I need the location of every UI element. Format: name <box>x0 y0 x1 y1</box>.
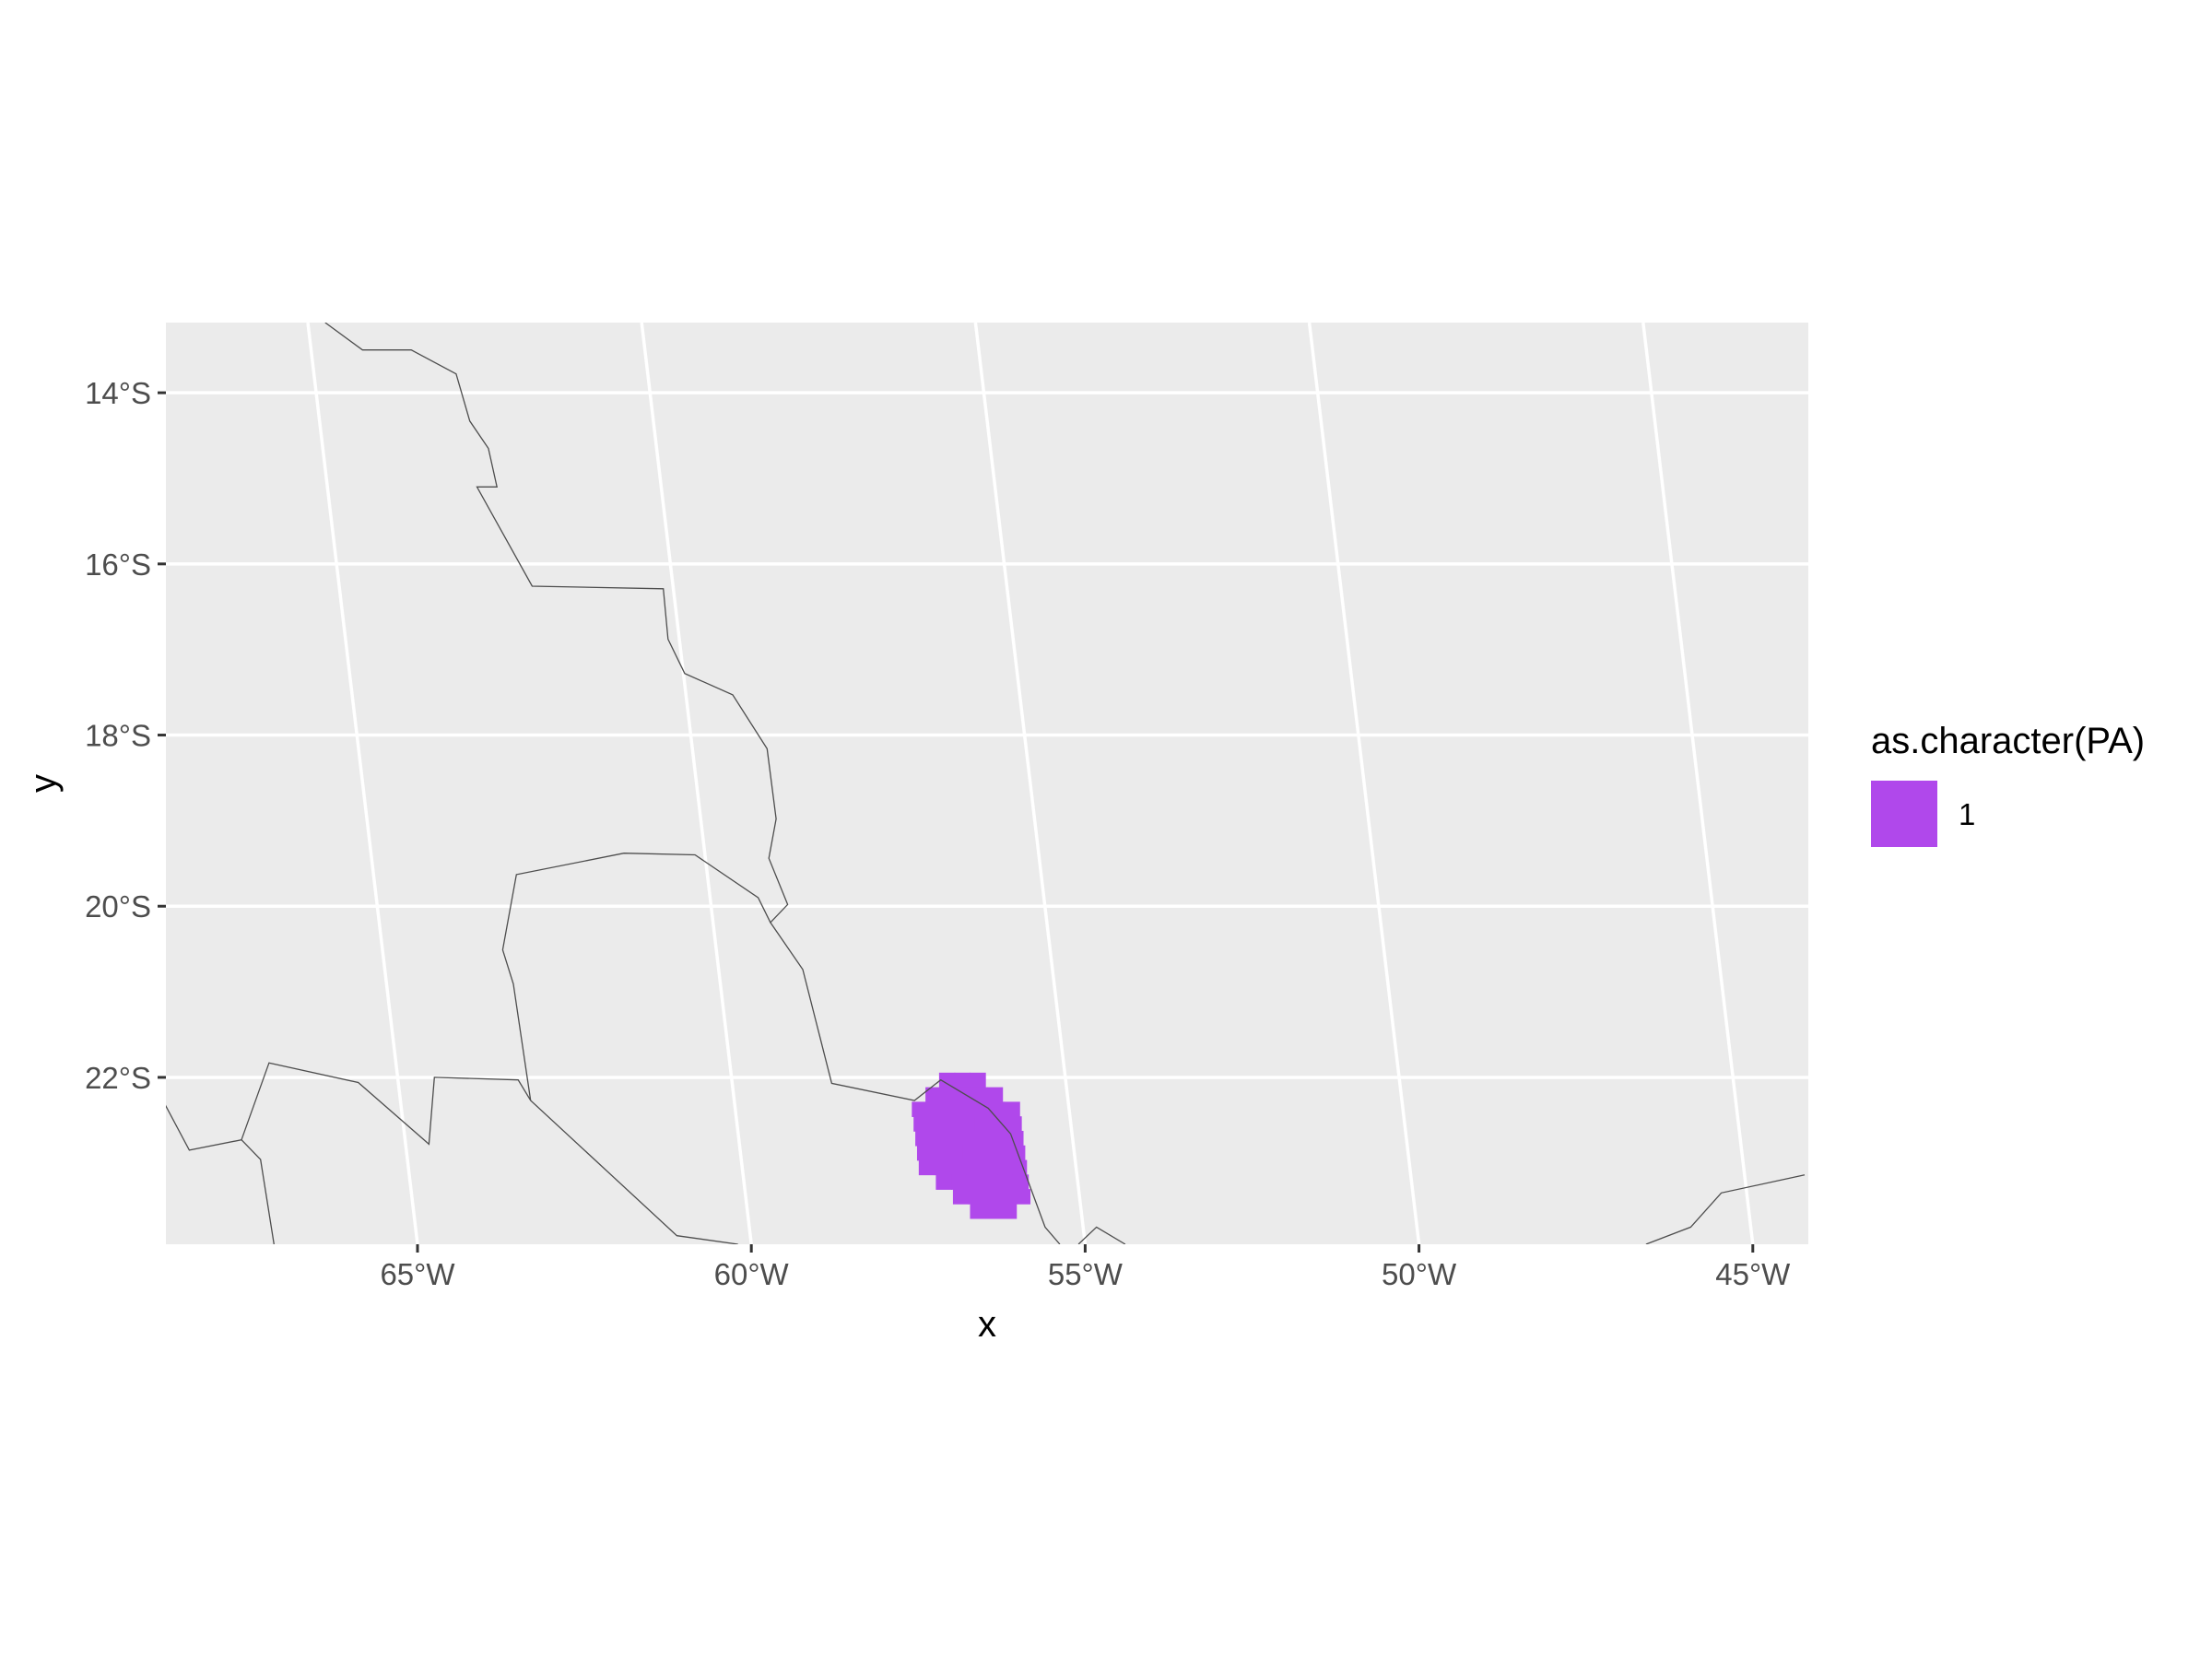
protected-area-cell <box>961 1130 978 1147</box>
protected-area-cell <box>994 1145 1010 1161</box>
protected-area-cell <box>951 1174 968 1190</box>
protected-area-cell <box>978 1145 995 1161</box>
protected-area-cell <box>928 1116 946 1132</box>
protected-area-cell <box>915 1130 932 1147</box>
lon-tick-label: 55°W <box>1048 1257 1124 1291</box>
protected-area-cell <box>930 1130 947 1147</box>
lon-tick-label: 65°W <box>380 1257 455 1291</box>
protected-area-cell <box>956 1087 972 1103</box>
protected-area-cell <box>942 1101 959 1117</box>
protected-area-cell <box>959 1116 976 1132</box>
legend: as.character(PA) 1 <box>1871 721 2145 847</box>
lon-gridline <box>973 323 1088 1244</box>
border-line <box>241 1062 738 1244</box>
protected-area-cell <box>972 1101 990 1117</box>
latitude-gridlines <box>166 391 1808 1079</box>
protected-area-cell <box>1004 1101 1020 1117</box>
protected-area-cell <box>916 1145 934 1161</box>
protected-area-cell <box>983 1189 1000 1205</box>
protected-area-cell <box>985 1203 1002 1219</box>
protected-area-cell <box>947 1145 964 1161</box>
protected-area-cell <box>970 1072 986 1088</box>
protected-area-cell <box>997 1174 1014 1190</box>
protected-area-cell <box>990 1116 1006 1132</box>
protected-area-cell <box>946 1130 962 1147</box>
lon-gridline <box>1307 323 1421 1244</box>
lon-gridline <box>306 323 419 1244</box>
protected-area-cell <box>938 1072 956 1088</box>
protected-area-cell <box>986 1087 1004 1103</box>
protected-area-cell <box>935 1174 952 1190</box>
protected-area-cell <box>1014 1189 1031 1205</box>
legend-title: as.character(PA) <box>1871 721 2145 761</box>
protected-area-cell <box>944 1116 960 1132</box>
longitude-gridlines <box>306 323 1755 1244</box>
lat-tick-label: 22°S <box>85 1061 151 1095</box>
protected-area-cell <box>918 1159 935 1176</box>
y-axis: 14°S 16°S 18°S 20°S 22°S <box>85 376 166 1095</box>
lon-gridline <box>640 323 753 1244</box>
protected-area-cell <box>992 1130 1008 1147</box>
protected-area-cell <box>934 1159 950 1176</box>
lon-tick-label: 50°W <box>1382 1257 1457 1291</box>
protected-area-cell <box>926 1101 944 1117</box>
protected-area-cell <box>976 1130 994 1147</box>
protected-area-cell <box>968 1189 985 1205</box>
border-line <box>1645 1174 1806 1244</box>
protected-area-cell <box>970 1203 986 1219</box>
lon-gridline <box>1641 323 1755 1244</box>
country-borders <box>166 323 1806 1244</box>
lon-tick-label: 45°W <box>1715 1257 1791 1291</box>
protected-area-cell <box>952 1189 970 1205</box>
protected-area-cell <box>974 1116 992 1132</box>
lat-tick-label: 18°S <box>85 719 151 753</box>
protected-area-cell <box>964 1159 982 1176</box>
protected-area-cell <box>998 1189 1016 1205</box>
protected-area-cell <box>1006 1116 1022 1132</box>
border-line <box>324 323 1061 1244</box>
protected-area-cell <box>971 1087 988 1103</box>
protected-area-cell <box>932 1145 949 1161</box>
protected-area-cell <box>925 1087 942 1103</box>
protected-area-cell <box>995 1159 1012 1176</box>
y-axis-title: y <box>23 774 64 793</box>
protected-area-cell <box>940 1087 958 1103</box>
lat-tick-label: 16°S <box>85 547 151 582</box>
protected-area-cell <box>1010 1159 1028 1176</box>
border-line <box>1077 1226 1126 1244</box>
legend-key-1 <box>1871 781 1937 847</box>
protected-area-cell <box>1000 1203 1018 1219</box>
lat-tick-label: 20°S <box>85 889 151 924</box>
protected-area-cell <box>949 1159 966 1176</box>
lat-tick-label: 14°S <box>85 376 151 410</box>
protected-area-cell <box>913 1116 930 1132</box>
protected-area-cell <box>966 1174 983 1190</box>
protected-area-cell <box>980 1159 996 1176</box>
legend-label-1: 1 <box>1959 797 1975 831</box>
lon-tick-label: 60°W <box>714 1257 790 1291</box>
border-line <box>501 853 771 1101</box>
protected-area-cell <box>912 1101 928 1117</box>
protected-area-cell <box>1012 1174 1030 1190</box>
protected-area-cell <box>958 1101 974 1117</box>
x-axis-title: x <box>978 1304 996 1345</box>
protected-area-cell <box>982 1174 998 1190</box>
protected-area-cell <box>954 1072 971 1088</box>
protected-area-cell <box>962 1145 980 1161</box>
x-axis: 65°W 60°W 55°W 50°W 45°W <box>380 1244 1791 1291</box>
protected-area-cell <box>988 1101 1006 1117</box>
